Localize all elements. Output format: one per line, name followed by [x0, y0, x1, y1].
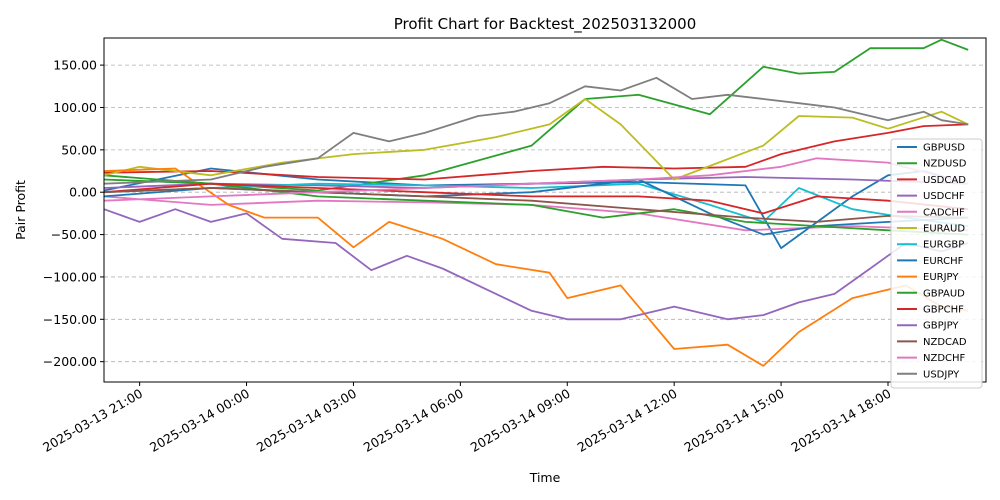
- x-axis: 2025-03-13 21:00 2025-03-14 00:00 2025-03-…: [40, 382, 894, 455]
- plot-frame: [103, 37, 987, 383]
- series-line-euraud: [103, 98, 969, 181]
- y-tick-label: 50.00: [61, 142, 97, 157]
- series-line-gbpaud: [103, 178, 969, 236]
- y-tick-label: 0.00: [69, 185, 97, 200]
- y-tick-label: 100.00: [53, 100, 97, 115]
- y-tick-label: −200.00: [43, 354, 97, 369]
- series-line-eurgbp: [103, 182, 969, 227]
- x-tick-label: 2025-03-14 06:00: [361, 386, 466, 455]
- legend-label: GBPAUD: [923, 288, 965, 299]
- series-line-nzdusd: [103, 38, 969, 192]
- y-tick-label: −50.00: [51, 227, 97, 242]
- legend-label: USDJPY: [923, 369, 960, 380]
- x-tick-label: 2025-03-14 18:00: [788, 386, 893, 455]
- gridlines: [104, 64, 986, 363]
- y-tick-label: −150.00: [43, 312, 97, 327]
- legend-label: EURCHF: [923, 256, 964, 267]
- legend: GBPUSD NZDUSD USDCAD USDCHF CADCHF EURAUD EURG…: [890, 138, 983, 389]
- series-line-gbpjpy: [103, 208, 969, 321]
- legend-label: GBPCHF: [923, 305, 964, 316]
- legend-label: EURJPY: [923, 272, 959, 283]
- series-line-usdcad: [103, 123, 969, 181]
- x-tick-label: 2025-03-14 09:00: [468, 386, 573, 455]
- y-axis: 150.00 100.00 50.00 0.00 −50.00 −100.00 −150.0…: [43, 58, 104, 369]
- series-line-gbpusd: [103, 167, 969, 250]
- x-tick-label: 2025-03-14 12:00: [575, 386, 680, 455]
- legend-label: NZDCHF: [923, 353, 966, 364]
- series-line-nzdchf: [103, 157, 969, 202]
- legend-label: GBPJPY: [923, 321, 959, 332]
- legend-label: NZDCAD: [923, 337, 967, 348]
- x-tick-label: 2025-03-14 03:00: [254, 386, 359, 455]
- legend-label: USDCAD: [923, 175, 966, 186]
- legend-label: CADCHF: [923, 207, 965, 218]
- legend-label: NZDUSD: [923, 159, 967, 170]
- y-tick-label: −100.00: [43, 269, 97, 284]
- series-line-eurjpy: [103, 167, 969, 367]
- series-lines: [103, 38, 969, 367]
- legend-label: EURAUD: [923, 224, 965, 235]
- legend-label: USDCHF: [923, 191, 965, 202]
- x-tick-label: 2025-03-13 21:00: [40, 386, 145, 455]
- y-tick-label: 150.00: [53, 58, 97, 73]
- x-tick-label: 2025-03-14 15:00: [682, 386, 787, 455]
- series-line-nzdcad: [103, 187, 969, 223]
- series-line-usdjpy: [103, 76, 969, 185]
- legend-label: EURGBP: [923, 240, 964, 251]
- legend-label: GBPUSD: [923, 143, 965, 154]
- chart-title: Profit Chart for Backtest_202503132000: [394, 15, 697, 34]
- x-axis-title: Time: [529, 470, 561, 485]
- series-line-gbpchf: [103, 182, 969, 215]
- y-axis-title: Pair Profit: [13, 180, 28, 240]
- x-tick-label: 2025-03-14 00:00: [147, 386, 252, 455]
